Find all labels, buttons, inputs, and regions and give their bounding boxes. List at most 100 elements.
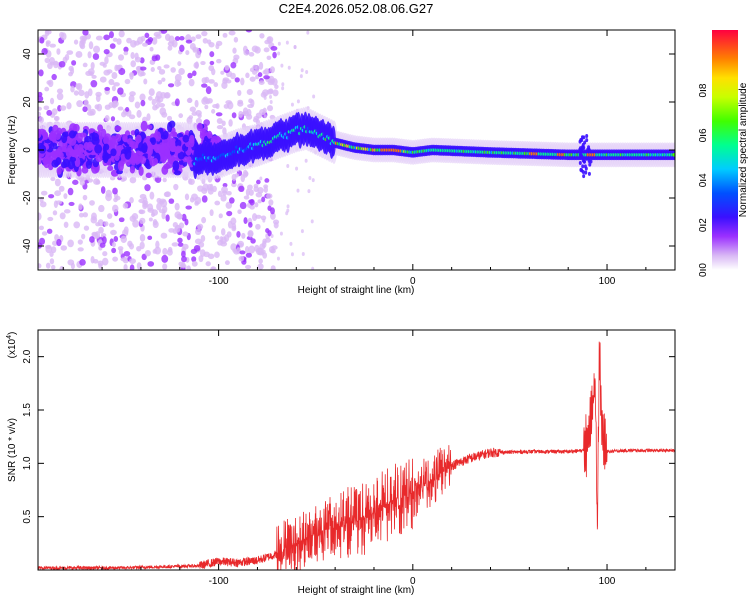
colorbar-tick-label: 0.4 <box>698 173 709 187</box>
spectrogram-cell <box>159 107 167 116</box>
spectrogram-cell <box>132 219 140 228</box>
spectrogram-cell <box>209 209 214 217</box>
spectrogram-cell <box>179 44 185 52</box>
svg-text:(x104): (x104) <box>6 332 18 359</box>
spectrogram-cell <box>68 65 74 72</box>
spectrogram-cell <box>270 46 278 51</box>
spectrogram-cell <box>216 124 224 130</box>
spectrogram-cell <box>142 142 148 153</box>
spectrogram-cell <box>286 204 290 209</box>
spectrogram-cell <box>280 63 284 68</box>
spectrogram-cell <box>68 201 75 206</box>
spectrogram-cell <box>106 69 113 74</box>
spectrogram-cell <box>245 264 252 270</box>
spectrogram-cell <box>217 239 223 246</box>
spectrogram-cell <box>76 100 83 108</box>
spectrogram-cell <box>201 83 208 88</box>
spectrogram-cell <box>68 71 73 77</box>
spectrogram-cell <box>170 67 176 73</box>
spectrogram-cell <box>245 30 253 33</box>
spectrogram-cell <box>126 138 133 145</box>
spectrogram-cell <box>114 153 120 161</box>
colorbar-tick-label: 0.8 <box>698 83 709 97</box>
spectrogram-cell <box>118 217 125 223</box>
spectrogram-cell <box>123 264 128 270</box>
spectrogram-cell <box>56 48 61 55</box>
spectrogram-cell <box>216 117 223 124</box>
spectrogram-cell <box>177 242 184 247</box>
spectrogram-cell <box>193 245 201 252</box>
spectrogram-cell <box>144 184 151 192</box>
spectrogram-cell <box>238 110 244 118</box>
spectrogram-cell <box>63 193 68 199</box>
spectrogram-cell <box>248 230 254 238</box>
colorbar-gradient <box>712 30 738 270</box>
spectrogram-cell <box>63 158 70 168</box>
figure-title: C2E4.2026.052.08.06.G27 <box>279 1 434 16</box>
spectrogram-cell <box>277 51 281 56</box>
spectrogram-cell <box>304 158 308 163</box>
spectrogram-cell <box>161 254 169 263</box>
spectrogram-cell <box>260 215 267 221</box>
spectrogram-cell <box>111 85 116 92</box>
spectrogram-cell <box>130 60 137 68</box>
spectrogram-cell <box>162 263 168 270</box>
spectrogram-cell <box>168 198 175 204</box>
spectrogram-cell <box>257 72 263 78</box>
spectrogram-cell <box>161 211 166 220</box>
spectrogram-cell <box>213 82 219 88</box>
spectrogram-cell <box>248 189 254 196</box>
snr-scale-prefix: (x10 <box>7 338 18 358</box>
spectrogram-cell <box>87 110 95 116</box>
spectrogram-cell <box>231 182 237 188</box>
spectrogram-cell <box>136 109 142 118</box>
spectrogram-cell <box>270 265 276 270</box>
spectrogram-cell <box>269 100 273 105</box>
spectrogram-cell <box>186 265 192 270</box>
spectrogram-cell <box>54 190 62 197</box>
spectrogram-cell <box>38 69 44 77</box>
spectrogram-cell <box>118 67 126 76</box>
spectrogram-cell <box>185 50 190 56</box>
spectrogram-cell <box>167 83 175 88</box>
spectrogram-cell <box>82 106 88 113</box>
spectrogram-cell <box>296 99 300 104</box>
spectrogram-cell <box>177 61 182 67</box>
spectrogram-cell <box>223 103 230 109</box>
spectrogram-cell <box>306 30 310 35</box>
spectrogram-cell <box>242 107 249 115</box>
spectrogram-cell <box>171 242 179 247</box>
spectrogram-cell <box>112 256 119 262</box>
spectrogram-cell <box>39 36 45 44</box>
spectrogram-cell <box>147 235 153 240</box>
spectrogram-cell <box>94 144 103 154</box>
spectrogram-xtick-label: 100 <box>599 276 616 287</box>
spectrogram-cell <box>184 193 190 201</box>
spectrogram-cell <box>52 60 59 69</box>
spectrogram-cell <box>112 187 118 195</box>
spectrogram-cell <box>231 173 237 181</box>
spectrogram-cell <box>301 252 305 257</box>
spectrogram-cell <box>102 153 109 164</box>
spectrogram-cell <box>104 56 109 65</box>
spectrogram-cell <box>122 133 128 143</box>
spectrogram-cell <box>108 78 115 86</box>
spectrogram-cell <box>270 79 274 84</box>
spectrogram-cell <box>221 186 228 194</box>
spectrogram-cell <box>191 256 197 263</box>
spectrogram-cell <box>66 50 74 55</box>
spectrogram-cell <box>41 231 48 236</box>
spectrogram-cell <box>138 209 144 214</box>
spectrogram-cell <box>83 99 89 108</box>
spectrogram-cell <box>257 250 261 255</box>
spectrogram-cell <box>246 88 253 96</box>
spectrogram-cell <box>189 196 195 203</box>
spectrogram-cell <box>206 97 213 104</box>
spectrogram-cell <box>79 132 87 138</box>
spectrogram-cell <box>83 225 90 231</box>
spectrogram-cell <box>254 46 261 54</box>
spectrogram-cell <box>214 235 220 240</box>
spectrogram-cell <box>95 94 101 102</box>
spectrogram-cell <box>108 222 115 228</box>
spectrogram-cell <box>152 218 158 226</box>
